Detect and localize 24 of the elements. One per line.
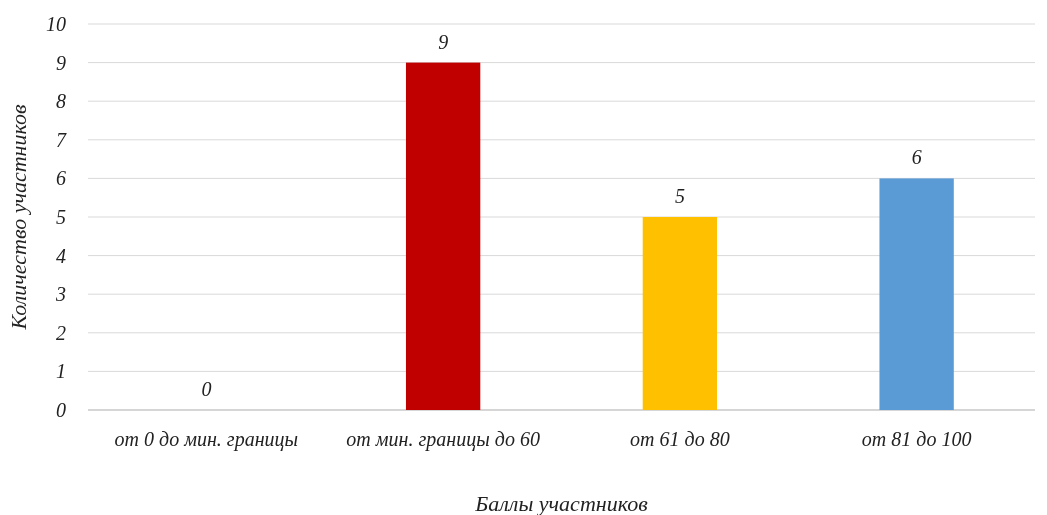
bar	[879, 178, 954, 410]
y-tick-label: 5	[56, 206, 66, 228]
bar	[405, 62, 481, 410]
x-tick-label: от 0 до мин. границы	[114, 428, 299, 451]
y-tick-label: 7	[56, 128, 67, 151]
y-tick-label: 3	[55, 283, 66, 306]
data-label: 0	[201, 378, 212, 400]
x-tick-label: от 81 до 100	[861, 428, 972, 450]
y-tick-label: 6	[56, 167, 66, 190]
y-tick-label: 9	[56, 51, 66, 74]
y-tick-label: 1	[56, 360, 66, 383]
bar	[642, 217, 718, 410]
y-axis-title: Количество участников	[6, 104, 31, 331]
y-tick-label: 8	[56, 90, 66, 113]
x-axis-title: Баллы участников	[474, 491, 649, 515]
y-tick-label: 10	[46, 13, 66, 35]
data-label: 6	[911, 146, 922, 169]
y-tick-label: 0	[56, 399, 66, 421]
x-tick-label: от мин. границы до 60	[346, 428, 540, 451]
y-tick-label: 2	[56, 321, 66, 344]
y-tick-label: 4	[56, 244, 66, 267]
data-label: 9	[438, 30, 449, 53]
x-tick-label: от 61 до 80	[630, 428, 730, 450]
data-label: 5	[674, 185, 685, 207]
